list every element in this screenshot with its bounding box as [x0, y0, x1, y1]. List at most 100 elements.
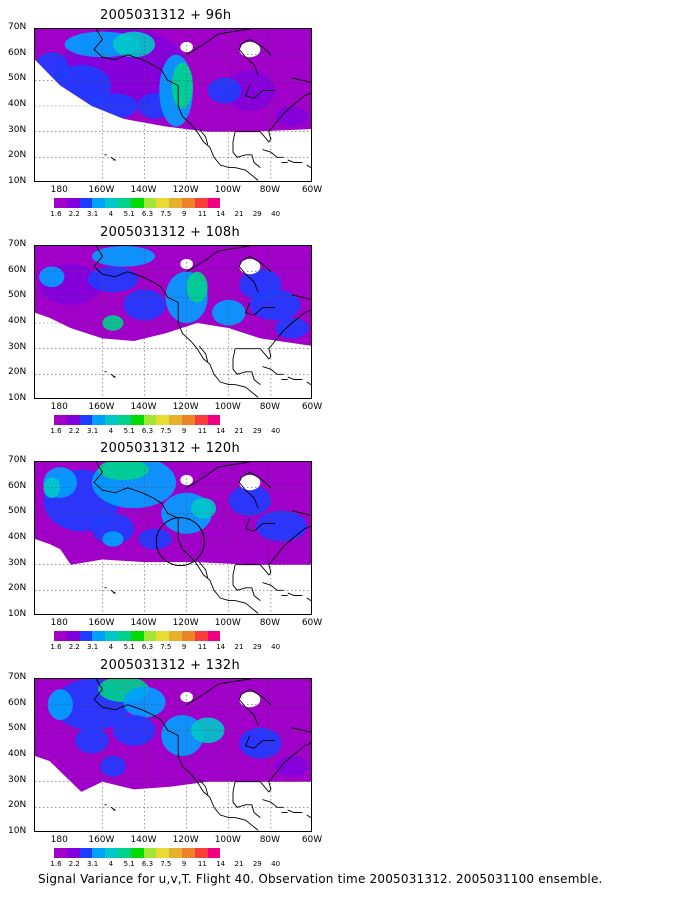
colorbar-swatch: [92, 198, 106, 208]
latitude-label: 30N: [8, 557, 27, 568]
coastline: [291, 510, 311, 516]
colorbar-swatch: [143, 848, 157, 858]
longitude-label: 120W: [172, 402, 199, 412]
longitude-label: 100W: [214, 185, 241, 195]
colorbar-label: 14: [216, 427, 226, 435]
colorbar-swatch: [207, 198, 221, 208]
variance-contour: [112, 714, 156, 746]
colorbar-label: 9: [181, 210, 187, 218]
colorbar-swatch: [207, 415, 221, 425]
colorbar-label: 40: [271, 643, 281, 651]
colorbar-label: 2.2: [68, 210, 80, 218]
colorbar-swatch: [66, 848, 80, 858]
colorbar-label: 5.1: [123, 427, 135, 435]
colorbar-label: 40: [271, 860, 281, 868]
coastline: [262, 149, 284, 158]
latitude-label: 20N: [8, 150, 27, 161]
longitude-label: 120W: [172, 618, 199, 628]
colorbar-label: 2.2: [68, 643, 80, 651]
coastline: [93, 29, 259, 181]
colorbar-swatch: [156, 415, 170, 425]
variance-map: [34, 461, 312, 615]
colorbar-labels: 1.6 2.2 3.1 4 5.1 6.3 7.5 9 11 14 21 29 40: [50, 427, 314, 437]
colorbar-swatch: [194, 198, 208, 208]
variance-contour: [112, 31, 156, 58]
colorbar-swatch: [169, 198, 182, 208]
colorbar-label: 3.1: [87, 860, 99, 868]
colorbar-label: 7.5: [160, 643, 172, 651]
variance-contour: [228, 485, 271, 516]
low-variance-gap: [239, 691, 261, 708]
latitude-label: 30N: [8, 124, 27, 135]
coastline: [238, 688, 272, 726]
colorbar-swatch: [79, 198, 93, 208]
colorbar-swatch: [79, 848, 93, 858]
coastline: [262, 366, 284, 375]
colorbar-label: 40: [271, 427, 281, 435]
colorbar-swatch: [117, 631, 131, 641]
latitude-label: 50N: [8, 73, 27, 84]
colorbar-label: 14: [216, 643, 226, 651]
variance-contour: [123, 686, 166, 718]
colorbar-swatch: [143, 415, 157, 425]
coastline: [110, 373, 117, 378]
colorbar-label: 14: [216, 860, 226, 868]
longitude-label: 60W: [301, 185, 323, 195]
longitude-label: 60W: [301, 402, 323, 412]
latitude-label: 60N: [8, 480, 27, 491]
map-svg: [35, 29, 311, 181]
latitude-label: 60N: [8, 697, 27, 708]
coastline: [186, 679, 250, 706]
low-variance-gap: [239, 474, 261, 491]
colorbar-label: 11: [197, 860, 207, 868]
colorbar-swatch: [130, 848, 144, 858]
colorbar-swatch: [105, 198, 118, 208]
latitude-label: 50N: [8, 506, 27, 517]
coastline: [110, 806, 117, 811]
colorbar-label: 2.2: [68, 427, 80, 435]
low-variance-gap: [239, 41, 261, 58]
colorbar-swatch: [54, 198, 67, 208]
colorbar-swatch: [156, 198, 170, 208]
colorbar-label: 9: [181, 427, 187, 435]
latitude-label: 70N: [8, 22, 27, 32]
coastline: [93, 679, 259, 831]
colorbar-label: 1.6: [50, 860, 62, 868]
colorbar-label: 6.3: [141, 210, 154, 218]
colorbar-swatch: [117, 848, 131, 858]
colorbar-swatch: [117, 415, 131, 425]
colorbar-swatch: [181, 848, 195, 858]
colorbar: [54, 848, 221, 858]
colorbar-swatch: [105, 415, 118, 425]
latitude-label: 20N: [8, 800, 27, 811]
variance-contour: [138, 528, 172, 550]
latitude-label: 30N: [8, 341, 27, 352]
colorbar: [54, 631, 221, 641]
colorbar-label: 4: [108, 860, 114, 868]
longitude-label: 80W: [259, 618, 281, 628]
coastline: [186, 462, 250, 489]
forecast-panel-120h: 2005031312 + 120h 70N 60N 50N 40N 30N 20N 10N …: [0, 441, 692, 658]
colorbar-label: 14: [216, 210, 226, 218]
colorbar-swatch: [66, 198, 80, 208]
longitude-label: 80W: [259, 835, 281, 845]
longitude-label: 140W: [130, 402, 157, 412]
latitude-label: 40N: [8, 749, 27, 759]
colorbar-label: 4: [108, 427, 114, 435]
low-variance-gap: [180, 474, 193, 486]
colorbar-swatch: [79, 631, 93, 641]
coastline: [306, 597, 311, 601]
colorbar-swatch: [194, 848, 208, 858]
longitude-label: 120W: [172, 835, 199, 845]
longitude-label: 180: [50, 402, 68, 412]
longitude-label: 100W: [214, 618, 241, 628]
colorbar-label: 3.1: [87, 427, 99, 435]
colorbar-label: 1.6: [50, 427, 62, 435]
colorbar-swatch: [79, 415, 93, 425]
figure-caption: Signal Variance for u,v,T. Flight 40. Ob…: [38, 872, 603, 886]
variance-contour: [186, 271, 208, 303]
latitude-label: 10N: [8, 393, 27, 403]
longitude-label: 160W: [88, 835, 115, 845]
variance-contour: [35, 52, 69, 83]
variance-contour: [75, 727, 109, 754]
